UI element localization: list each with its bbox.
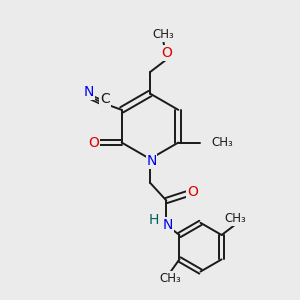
Text: N: N <box>146 154 157 168</box>
Text: O: O <box>187 184 198 199</box>
Text: O: O <box>161 46 172 60</box>
Text: CH₃: CH₃ <box>152 28 174 41</box>
Text: N: N <box>84 85 94 99</box>
Text: CH₃: CH₃ <box>160 272 182 285</box>
Text: O: O <box>88 136 99 150</box>
Text: H: H <box>149 213 159 227</box>
Text: CH₃: CH₃ <box>211 136 233 149</box>
Text: N: N <box>163 218 173 232</box>
Text: C: C <box>100 92 110 106</box>
Text: CH₃: CH₃ <box>225 212 247 226</box>
